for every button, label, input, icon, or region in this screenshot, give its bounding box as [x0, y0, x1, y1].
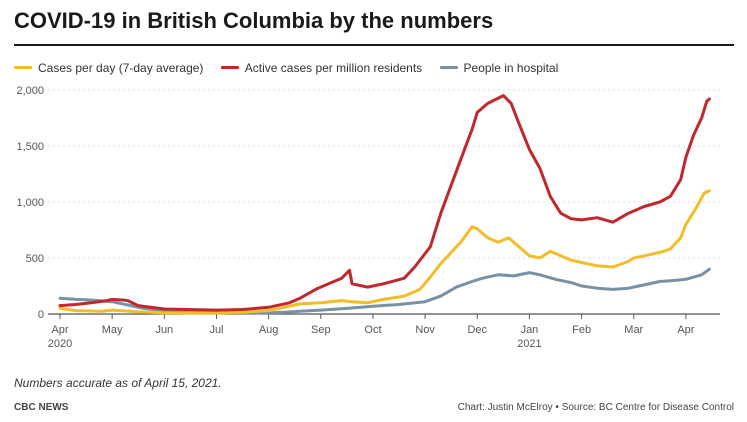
chart-legend: Cases per day (7-day average) Active cas…	[14, 58, 572, 75]
x-tick-label: Dec	[467, 324, 487, 336]
legend-swatch-active	[220, 66, 239, 69]
x-tick-label: May	[102, 324, 123, 336]
x-tick-label: Jun	[155, 324, 173, 336]
source-credit: Chart: Justin McElroy • Source: BC Centr…	[457, 402, 734, 413]
x-tick-label: Apr	[51, 324, 68, 336]
publisher-label: CBC NEWS	[14, 402, 69, 413]
legend-swatch-cases	[14, 66, 32, 69]
y-tick-label: 1,000	[16, 197, 44, 209]
legend-label-active: Active cases per million residents	[244, 60, 423, 75]
series-line-cases-per-day-7-day-average	[58, 189, 711, 315]
x-tick-label: Jul	[209, 324, 223, 336]
x-tick-label: Sep	[311, 324, 331, 336]
legend-item-active: Active cases per million residents	[220, 60, 423, 75]
title-divider	[14, 44, 734, 46]
y-tick-label: 2,000	[16, 85, 44, 97]
x-tick-sublabel: 2020	[48, 338, 72, 350]
x-tick-label: Nov	[415, 324, 435, 336]
x-tick-label: Oct	[364, 324, 381, 336]
x-tick-label: Mar	[624, 324, 643, 336]
x-tick-label: Aug	[259, 324, 279, 336]
x-tick-sublabel: 2021	[517, 338, 541, 350]
y-tick-label: 0	[38, 309, 44, 321]
x-tick-label: Apr	[677, 324, 694, 336]
data-note: Numbers accurate as of April 15, 2021.	[14, 376, 222, 390]
series-line-people-in-hospital	[58, 267, 711, 315]
line-chart: 0 500 1,000 1,500 2,000 Apr 2020 May Jun Jul Aug Se…	[16, 85, 720, 350]
legend-item-cases: Cases per day (7-day average)	[14, 61, 203, 75]
legend-label-hospital: People in hospital	[463, 60, 559, 75]
y-tick-label: 500	[26, 253, 44, 265]
series-line-active-cases-per-million-residents	[58, 94, 711, 312]
legend-label-cases: Cases per day (7-day average)	[38, 60, 204, 75]
legend-swatch-hospital	[439, 66, 458, 69]
chart-title: COVID-19 in British Columbia by the numb…	[14, 8, 494, 33]
legend-item-hospital: People in hospital	[439, 60, 559, 75]
x-tick-label: Jan	[521, 324, 539, 336]
x-tick-label: Feb	[572, 324, 591, 336]
y-tick-label: 1,500	[16, 141, 44, 153]
